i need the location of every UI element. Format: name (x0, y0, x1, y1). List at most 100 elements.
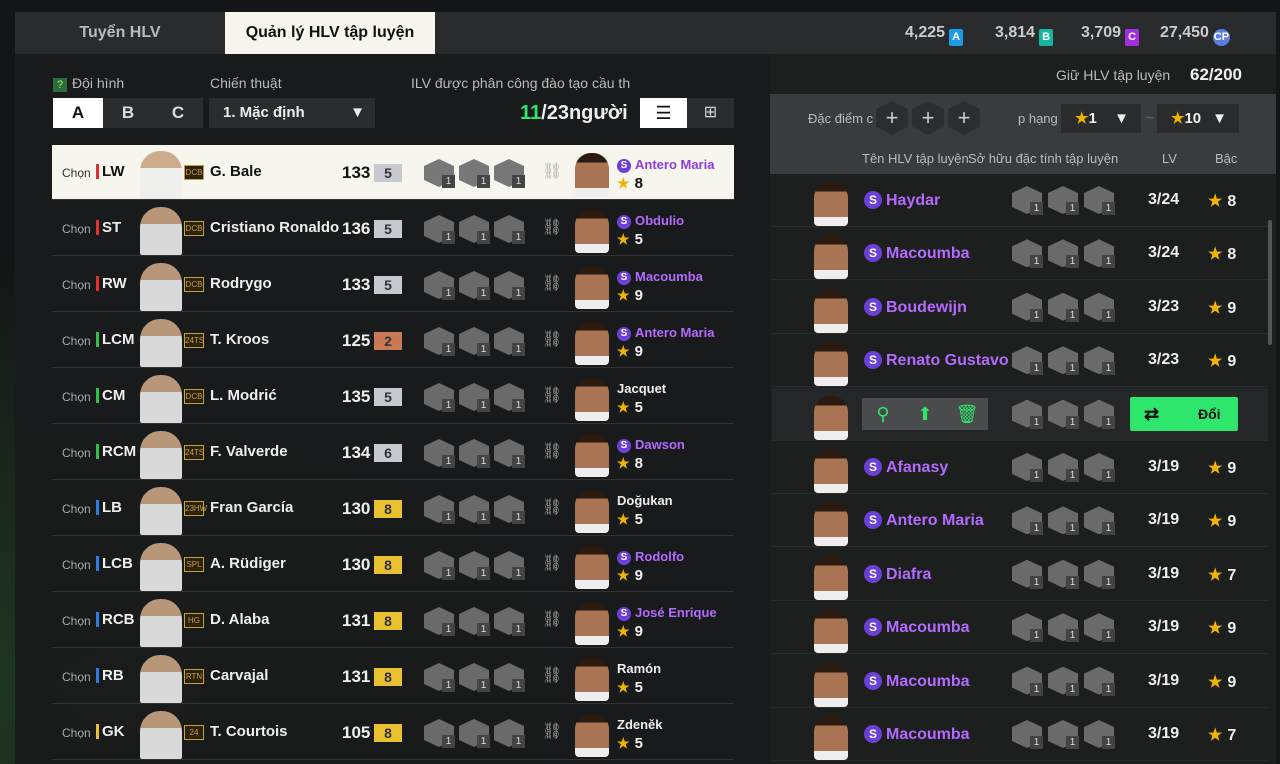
special-coach-icon: S (617, 271, 631, 285)
coach-row[interactable]: S Diafra 1 1 1 3/19 ★ 7 (772, 548, 1268, 601)
coach-row[interactable]: S Macoumba 1 1 1 3/19 ★ 9 (772, 601, 1268, 655)
player-row[interactable]: Chọn GK 24 T. Courtois 105 8 1 1 1 ⛓ Zdeně… (52, 705, 734, 760)
link-icon[interactable]: ⛓ (542, 723, 563, 740)
coach-photo (814, 235, 848, 280)
help-icon[interactable]: ? (53, 78, 67, 92)
coach-photo (575, 209, 609, 253)
player-ovr: 131 (342, 611, 371, 630)
select-button[interactable]: Chọn (62, 334, 91, 348)
link-icon[interactable]: ⛓ (542, 555, 563, 572)
trait-level: 1 (477, 175, 490, 188)
keep-coach-count: 62/200 (1190, 65, 1242, 84)
link-icon[interactable]: ⛓ (542, 387, 563, 404)
position: LW (96, 164, 125, 179)
player-ovr: 105 (342, 723, 371, 742)
coach-grade-value: 8 (634, 175, 643, 192)
coach-name-text: Antero Maria (635, 325, 715, 340)
select-button[interactable]: Chọn (62, 166, 91, 180)
coach-grade: ★ 9 (617, 623, 643, 640)
player-row[interactable]: Chọn RCB HG D. Alaba 131 8 1 1 1 ⛓ S José E… (52, 593, 734, 648)
coach-level: 3/23 (1148, 297, 1180, 315)
coach-photo (575, 153, 609, 197)
coach-grade: ★ 5 (617, 679, 643, 696)
coach-row[interactable]: S Macoumba 1 1 1 3/24 ★ 8 (772, 227, 1268, 281)
pitch-view-icon[interactable]: ⊞ (687, 98, 734, 128)
coach-photo (814, 716, 848, 760)
coach-row[interactable]: S Afanasy 1 1 1 3/19 ★ 9 (772, 441, 1268, 494)
tab-manage-coaches[interactable]: Quản lý HLV tập luyện (225, 12, 435, 54)
tab-recruit-coach[interactable]: Tuyển HLV (79, 24, 161, 41)
trait-level: 1 (442, 343, 455, 356)
assigned-total: /23người (541, 102, 628, 124)
player-row[interactable]: Chọn RW DCB Rodrygo 133 5 1 1 1 ⛓ S Macoumb… (52, 257, 734, 312)
coach-level: 3/19 (1148, 511, 1180, 529)
rank-max-dropdown[interactable]: ★10 ▼ (1157, 104, 1239, 133)
player-row[interactable]: Chọn CM DCB L. Modrić 135 5 1 1 1 ⛓ Jacque… (52, 369, 734, 424)
link-icon[interactable]: ⛓ (542, 611, 563, 628)
select-button[interactable]: Chọn (62, 558, 91, 572)
search-icon[interactable]: ⚲ (862, 397, 904, 430)
select-button[interactable]: Chọn (62, 670, 91, 684)
formation-b-button[interactable]: B (103, 98, 153, 128)
link-icon[interactable]: ⛓ (542, 219, 563, 236)
upgrade-arrow-icon[interactable]: ⬆ (904, 397, 946, 430)
player-row[interactable]: Chọn LCM 24TS T. Kroos 125 2 1 1 1 ⛓ S Ante… (52, 313, 734, 368)
select-button[interactable]: Chọn (62, 502, 91, 516)
coach-row[interactable]: S Antero Maria 1 1 1 3/19 ★ 9 (772, 494, 1268, 548)
star-icon: ★ (1171, 110, 1185, 127)
coach-list-scrollbar[interactable] (1268, 220, 1272, 345)
trait-level: 1 (1030, 575, 1043, 589)
trait-level: 1 (1102, 629, 1115, 643)
select-button[interactable]: Chọn (62, 446, 91, 460)
formation-c-button[interactable]: C (153, 98, 203, 128)
link-icon[interactable]: ⛓ (542, 163, 563, 180)
season-badge: 24TS (184, 333, 204, 348)
link-icon[interactable]: ⛓ (542, 443, 563, 460)
position: ST (96, 220, 121, 235)
trash-icon[interactable]: 🗑 (946, 397, 988, 430)
player-row[interactable]: Chọn LCB SPL A. Rüdiger 130 8 1 1 1 ⛓ S Rod… (52, 537, 734, 592)
trait-level: 1 (442, 287, 455, 300)
select-button[interactable]: Chọn (62, 222, 91, 236)
link-icon[interactable]: ⛓ (542, 275, 563, 292)
coach-row[interactable]: S Haydar 1 1 1 3/24 ★ 8 (772, 174, 1268, 227)
special-coach-icon: S (864, 511, 882, 530)
chevron-down-icon: ▼ (1212, 110, 1227, 127)
select-button[interactable]: Chọn (62, 726, 91, 740)
coach-name-text: Macoumba (635, 269, 703, 284)
trait-level: 1 (477, 735, 490, 748)
rank-min-dropdown[interactable]: ★1 ▼ (1061, 104, 1141, 133)
player-row[interactable]: Chọn LW DCB G. Bale 133 5 1 1 1 ⛓ S Antero … (52, 145, 734, 200)
trait-level: 1 (512, 231, 525, 244)
player-row[interactable]: Chọn RB RTN Carvajal 131 8 1 1 1 ⛓ Ramón ★… (52, 649, 734, 704)
select-button[interactable]: Chọn (62, 614, 91, 628)
trait-level: 1 (477, 567, 490, 580)
link-icon[interactable]: ⛓ (542, 331, 563, 348)
coach-name-text: Obdulio (635, 213, 685, 228)
coach-grade: ★ 9 (1208, 672, 1236, 692)
select-button[interactable]: Chọn (62, 278, 91, 292)
player-row[interactable]: Chọn LB 23HW Fran García 130 8 1 1 1 ⛓ Doğ… (52, 481, 734, 536)
coach-name: S Antero Maria (617, 157, 714, 173)
coach-row[interactable]: S Renato Gustavo 1 1 1 3/23 ★ 9 (772, 334, 1268, 388)
coach-row[interactable]: S Macoumba 1 1 1 3/19 ★ 7 (772, 708, 1268, 761)
link-icon[interactable]: ⛓ (542, 667, 563, 684)
coach-row[interactable]: S Boudewijn 1 1 1 3/23 ★ 9 (772, 281, 1268, 334)
trait-level: 1 (512, 567, 525, 580)
link-icon[interactable]: ⛓ (542, 499, 563, 516)
coach-row[interactable]: S Macoumba 1 1 1 3/19 ★ 9 (772, 655, 1268, 708)
tactic-dropdown[interactable]: 1. Mặc định ▼ (209, 98, 375, 128)
coach-name: S Macoumba (617, 269, 703, 285)
select-button[interactable]: Chọn (62, 390, 91, 404)
coach-row-selected[interactable]: ⚲ ⬆ 🗑 1 1 1 ⇄ Đổi (772, 387, 1268, 441)
formation-a-button[interactable]: A (53, 98, 103, 128)
star-icon: ★ (617, 175, 630, 191)
swap-button[interactable]: ⇄ Đổi (1130, 396, 1238, 431)
list-view-icon[interactable]: ☰ (640, 98, 687, 128)
trait-level: 1 (1102, 255, 1115, 269)
player-name: Carvajal (210, 667, 269, 684)
position: RCM (96, 444, 136, 459)
coach-level: 3/19 (1148, 564, 1180, 582)
